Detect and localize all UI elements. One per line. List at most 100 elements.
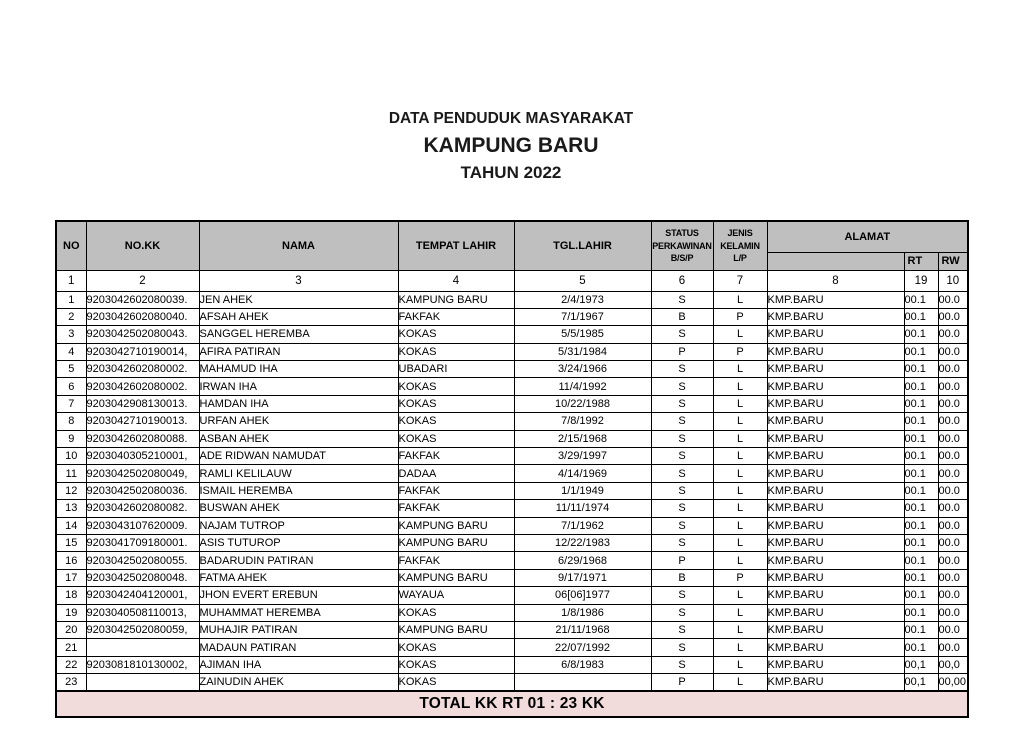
column-number-cell: 6 [650, 269, 714, 292]
cell-nama: IRWAN IHA [198, 377, 399, 396]
cell-rt: 00.1 [903, 568, 939, 588]
cell-no: 3 [55, 325, 87, 344]
table-row: 5 9203042602080002. MAHAMUD IHA UBADARI 3/24… [55, 360, 969, 379]
cell-tgl-lahir: 5/31/1984 [513, 342, 652, 362]
cell-tempat-lahir: UBADARI [397, 360, 515, 379]
column-header-tempat-lahir: TEMPAT LAHIR [397, 220, 515, 271]
cell-rt: 00.1 [903, 551, 939, 570]
table-row: 8 9203042710190013. URFAN AHEK KOKAS 7/8/199… [55, 412, 969, 431]
table-row: 23 ZAINUDIN AHEK KOKAS P L KMP.BARU 00,1 00,00 [55, 673, 969, 692]
table-row: 9 9203042602080088. ASBAN AHEK KOKAS 2/15/19… [55, 429, 969, 449]
cell-jenis-kelamin: L [712, 394, 768, 414]
cell-tempat-lahir: KAMPUNG BARU [397, 620, 515, 640]
cell-rw: 00.0 [937, 447, 969, 466]
cell-no: 15 [55, 533, 87, 553]
table-row: 22 9203081810130002, AJIMAN IHA KOKAS 6/8/19… [55, 655, 969, 675]
cell-tempat-lahir: FAKFAK [397, 481, 515, 501]
cell-alamat: KMP.BARU [766, 307, 905, 327]
column-header-no: NO [55, 220, 87, 271]
table-row: 16 9203042502080055. BADARUDIN PATIRAN FAKF… [55, 551, 969, 570]
cell-nama: RAMLI KELILAUW [198, 464, 399, 483]
cell-jenis-kelamin: L [712, 499, 768, 518]
cell-nokk: 9203043107620009. [85, 516, 200, 535]
cell-nokk: 9203042710190014, [85, 342, 200, 362]
cell-rt: 00.1 [903, 499, 939, 518]
cell-tempat-lahir: KAMPUNG BARU [397, 533, 515, 553]
column-header-alamat: ALAMAT [766, 220, 969, 253]
column-number-cell: 8 [766, 269, 905, 292]
cell-status-perkawinan: S [650, 412, 714, 431]
document-title: DATA PENDUDUK MASYARAKAT [388, 110, 634, 127]
cell-rw: 00.0 [937, 586, 969, 605]
table-row: 21 MADAUN PATIRAN KOKAS 22/07/1992 S L KMP.BAR… [55, 638, 969, 657]
cell-rt: 00.1 [903, 394, 939, 414]
cell-rt: 00.1 [903, 603, 939, 622]
cell-nokk: 9203042502080036. [85, 481, 200, 501]
cell-nokk: 9203042502080049, [85, 464, 200, 483]
cell-jenis-kelamin: L [712, 429, 768, 449]
cell-rw: 00.0 [937, 394, 969, 414]
cell-nokk: 9203040508110013, [85, 603, 200, 622]
cell-alamat: KMP.BARU [766, 481, 905, 501]
cell-tgl-lahir: 6/29/1968 [513, 551, 652, 570]
cell-tgl-lahir: 7/1/1962 [513, 516, 652, 535]
cell-rw: 00.0 [937, 551, 969, 570]
table-row: 7 9203042908130013. HAMDAN IHA KOKAS 10/22/1… [55, 394, 969, 414]
cell-jenis-kelamin: L [712, 481, 768, 501]
table-row: 10 9203040305210001, ADE RIDWAN NAMUDAT FAK… [55, 447, 969, 466]
cell-tgl-lahir: 1/8/1986 [513, 603, 652, 622]
cell-no: 11 [55, 464, 87, 483]
cell-nama: AJIMAN IHA [198, 655, 399, 675]
cell-no: 21 [55, 638, 87, 657]
cell-tgl-lahir: 5/5/1985 [513, 325, 652, 344]
cell-jenis-kelamin: L [712, 586, 768, 605]
cell-rw: 00.0 [937, 429, 969, 449]
table-row: 12 9203042502080036. ISMAIL HEREMBA FAKFAK 1… [55, 481, 969, 501]
cell-tempat-lahir: KOKAS [397, 638, 515, 657]
cell-rt: 00,1 [903, 673, 939, 692]
cell-status-perkawinan: S [650, 360, 714, 379]
cell-tgl-lahir: 22/07/1992 [513, 638, 652, 657]
cell-alamat: KMP.BARU [766, 342, 905, 362]
column-number-cell: 5 [513, 269, 652, 292]
cell-nama: ISMAIL HEREMBA [198, 481, 399, 501]
cell-status-perkawinan: S [650, 481, 714, 501]
cell-rw: 00.0 [937, 638, 969, 657]
cell-jenis-kelamin: L [712, 655, 768, 675]
cell-nama: MADAUN PATIRAN [198, 638, 399, 657]
status-header-line3: B/S/P [670, 253, 694, 263]
cell-tgl-lahir: 2/15/1968 [513, 429, 652, 449]
table-row: 19 9203040508110013, MUHAMMAT HEREMBA KOKAS… [55, 603, 969, 622]
cell-no: 17 [55, 568, 87, 588]
cell-no: 14 [55, 516, 87, 535]
cell-tempat-lahir: KOKAS [397, 325, 515, 344]
cell-tgl-lahir: 7/8/1992 [513, 412, 652, 431]
cell-rt: 00.1 [903, 516, 939, 535]
cell-no: 13 [55, 499, 87, 518]
cell-nokk: 9203040305210001, [85, 447, 200, 466]
column-number-row: 1 2 3 4 5 6 7 8 19 10 [55, 269, 969, 292]
cell-rt: 00.1 [903, 325, 939, 344]
cell-rw: 00.0 [937, 533, 969, 553]
cell-no: 20 [55, 620, 87, 640]
column-header-jenis-kelamin: JENIS KELAMIN L/P [712, 220, 768, 271]
cell-tempat-lahir: KOKAS [397, 342, 515, 362]
jenis-header-line1: JENIS [727, 228, 753, 238]
table-row: 11 9203042502080049, RAMLI KELILAUW DADAA 4/… [55, 464, 969, 483]
cell-rt: 00.1 [903, 481, 939, 501]
cell-nokk [85, 673, 200, 692]
table-row: 18 9203042404120001, JHON EVERT EREBUN WAYA… [55, 586, 969, 605]
cell-alamat: KMP.BARU [766, 360, 905, 379]
cell-tgl-lahir: 9/17/1971 [513, 568, 652, 588]
cell-nama: ASBAN AHEK [198, 429, 399, 449]
cell-rw: 00.0 [937, 342, 969, 362]
cell-nama: MAHAMUD IHA [198, 360, 399, 379]
cell-rw: 00.0 [937, 307, 969, 327]
cell-jenis-kelamin: L [712, 638, 768, 657]
cell-nama: URFAN AHEK [198, 412, 399, 431]
cell-nama: MUHAMMAT HEREMBA [198, 603, 399, 622]
cell-tempat-lahir: KOKAS [397, 377, 515, 396]
table-row: 14 9203043107620009. NAJAM TUTROP KAMPUNG B… [55, 516, 969, 535]
table-row: 17 9203042502080048. FATMA AHEK KAMPUNG BAR… [55, 568, 969, 588]
cell-rt: 00.1 [903, 533, 939, 553]
